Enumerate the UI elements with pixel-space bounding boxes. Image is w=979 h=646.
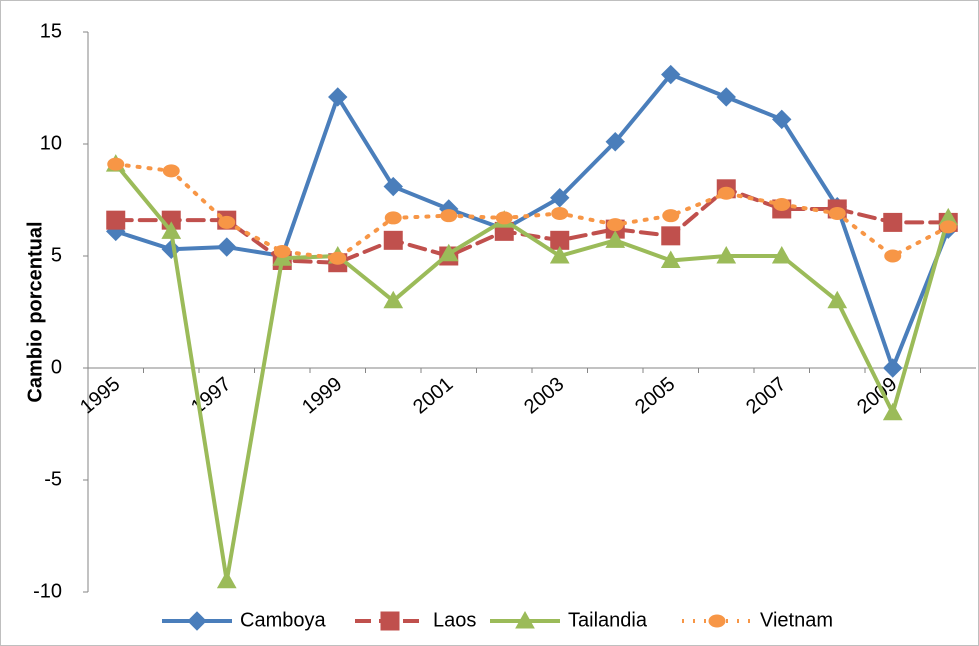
y-axis-title: Cambio porcentual xyxy=(24,221,46,402)
marker xyxy=(273,245,291,259)
marker xyxy=(515,610,535,629)
y-tick-label: 0 xyxy=(51,356,62,378)
marker xyxy=(187,611,207,631)
marker xyxy=(161,221,182,239)
legend-label: Tailandia xyxy=(568,609,648,631)
legend-label: Camboya xyxy=(240,609,326,631)
marker xyxy=(216,570,237,589)
marker xyxy=(661,64,681,85)
marker xyxy=(438,243,459,262)
marker xyxy=(716,87,736,107)
marker xyxy=(771,245,792,264)
y-tick-label: -10 xyxy=(33,580,62,602)
marker xyxy=(217,237,237,257)
marker xyxy=(440,209,458,223)
marker xyxy=(383,290,404,309)
marker xyxy=(162,164,180,178)
marker xyxy=(380,611,400,631)
marker xyxy=(883,358,903,378)
y-tick-label: 10 xyxy=(40,132,62,154)
legend-label: Laos xyxy=(433,609,476,631)
marker xyxy=(107,157,125,171)
marker xyxy=(884,249,902,263)
marker xyxy=(708,614,726,628)
marker xyxy=(605,230,626,248)
marker xyxy=(605,132,625,152)
marker xyxy=(660,250,681,268)
y-tick-label: 5 xyxy=(51,244,62,266)
marker xyxy=(106,210,126,230)
marker xyxy=(549,245,570,264)
marker xyxy=(828,206,846,220)
legend-item: Camboya xyxy=(162,609,326,631)
marker xyxy=(662,209,680,223)
marker xyxy=(883,212,903,232)
legend-label: Vietnam xyxy=(760,609,833,631)
legend-item: Vietnam xyxy=(682,609,833,631)
marker xyxy=(550,188,570,208)
marker xyxy=(329,251,347,265)
marker xyxy=(383,176,403,197)
marker xyxy=(384,211,402,225)
marker xyxy=(939,220,957,234)
y-tick-label: 15 xyxy=(40,20,62,42)
marker xyxy=(661,226,681,246)
legend-item: Tailandia xyxy=(490,609,648,631)
marker xyxy=(495,211,513,225)
marker xyxy=(218,215,236,229)
marker xyxy=(717,186,735,200)
marker xyxy=(716,245,737,264)
marker xyxy=(328,87,348,107)
series-line xyxy=(113,162,951,583)
marker xyxy=(882,402,903,421)
marker xyxy=(606,218,624,232)
marker xyxy=(383,230,403,250)
y-tick-label: -5 xyxy=(44,468,62,490)
marker xyxy=(827,290,848,309)
marker xyxy=(551,206,569,220)
marker xyxy=(773,197,791,211)
series-line xyxy=(113,72,951,370)
marker xyxy=(772,109,792,130)
legend-item: Laos xyxy=(355,609,476,631)
